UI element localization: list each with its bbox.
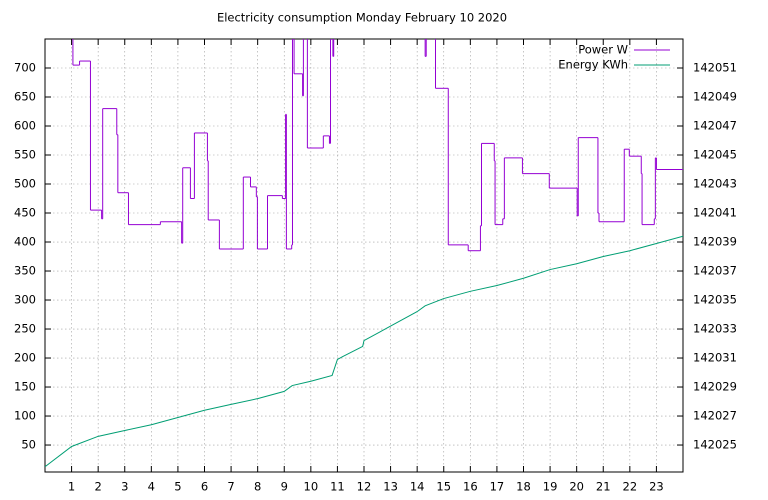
y2-tick-label: 142031 [693, 351, 737, 365]
y-tick-label: 450 [14, 206, 36, 220]
y-tick-label: 650 [14, 90, 36, 104]
x-tick-label: 13 [383, 480, 398, 494]
x-tick-label: 1 [68, 480, 75, 494]
y-tick-label: 500 [14, 177, 36, 191]
y-tick-label: 350 [14, 264, 36, 278]
y-tick-label: 400 [14, 235, 36, 249]
y2-tick-label: 142025 [693, 438, 737, 452]
y2-tick-label: 142049 [693, 90, 737, 104]
y2-tick-label: 142047 [693, 119, 737, 133]
legend-label: Energy KWh [558, 58, 628, 72]
x-tick-label: 12 [357, 480, 372, 494]
y2-tick-label: 142051 [693, 61, 737, 75]
x-tick-label: 11 [330, 480, 345, 494]
legend-label: Power W [578, 43, 628, 57]
x-tick-label: 14 [410, 480, 425, 494]
y-tick-label: 700 [14, 61, 36, 75]
x-tick-label: 17 [490, 480, 505, 494]
x-tick-label: 4 [148, 480, 155, 494]
y-tick-label: 600 [14, 119, 36, 133]
x-tick-label: 20 [569, 480, 584, 494]
x-tick-label: 21 [596, 480, 611, 494]
y2-tick-label: 142043 [693, 177, 737, 191]
x-tick-label: 5 [174, 480, 181, 494]
y2-tick-label: 142033 [693, 322, 737, 336]
y2-tick-label: 142037 [693, 264, 737, 278]
y2-tick-label: 142035 [693, 293, 737, 307]
y-tick-label: 200 [14, 351, 36, 365]
y-tick-label: 300 [14, 293, 36, 307]
plot-border [44, 38, 684, 473]
y-tick-label: 100 [14, 409, 36, 423]
y-tick-label: 250 [14, 322, 36, 336]
x-tick-label: 7 [227, 480, 234, 494]
x-tick-label: 3 [121, 480, 128, 494]
y2-tick-label: 142039 [693, 235, 737, 249]
plot-area [45, 39, 683, 468]
x-tick-label: 8 [254, 480, 261, 494]
y2-tick-label: 142029 [693, 380, 737, 394]
y2-tick-label: 142045 [693, 148, 737, 162]
x-tick-label: 16 [463, 480, 478, 494]
y-tick-label: 550 [14, 148, 36, 162]
y-tick-label: 50 [21, 438, 36, 452]
y2-tick-label: 142041 [693, 206, 737, 220]
x-tick-label: 18 [516, 480, 531, 494]
x-tick-label: 15 [436, 480, 451, 494]
x-tick-label: 22 [623, 480, 638, 494]
y2-tick-label: 142027 [693, 409, 737, 423]
line-series [45, 235, 683, 468]
x-tick-label: 19 [543, 480, 558, 494]
chart-title: Electricity consumption Monday February … [217, 11, 507, 25]
x-tick-label: 10 [304, 480, 319, 494]
y-tick-label: 150 [14, 380, 36, 394]
x-tick-label: 9 [281, 480, 288, 494]
x-tick-label: 2 [95, 480, 102, 494]
x-tick-label: 23 [649, 480, 664, 494]
x-tick-label: 6 [201, 480, 208, 494]
